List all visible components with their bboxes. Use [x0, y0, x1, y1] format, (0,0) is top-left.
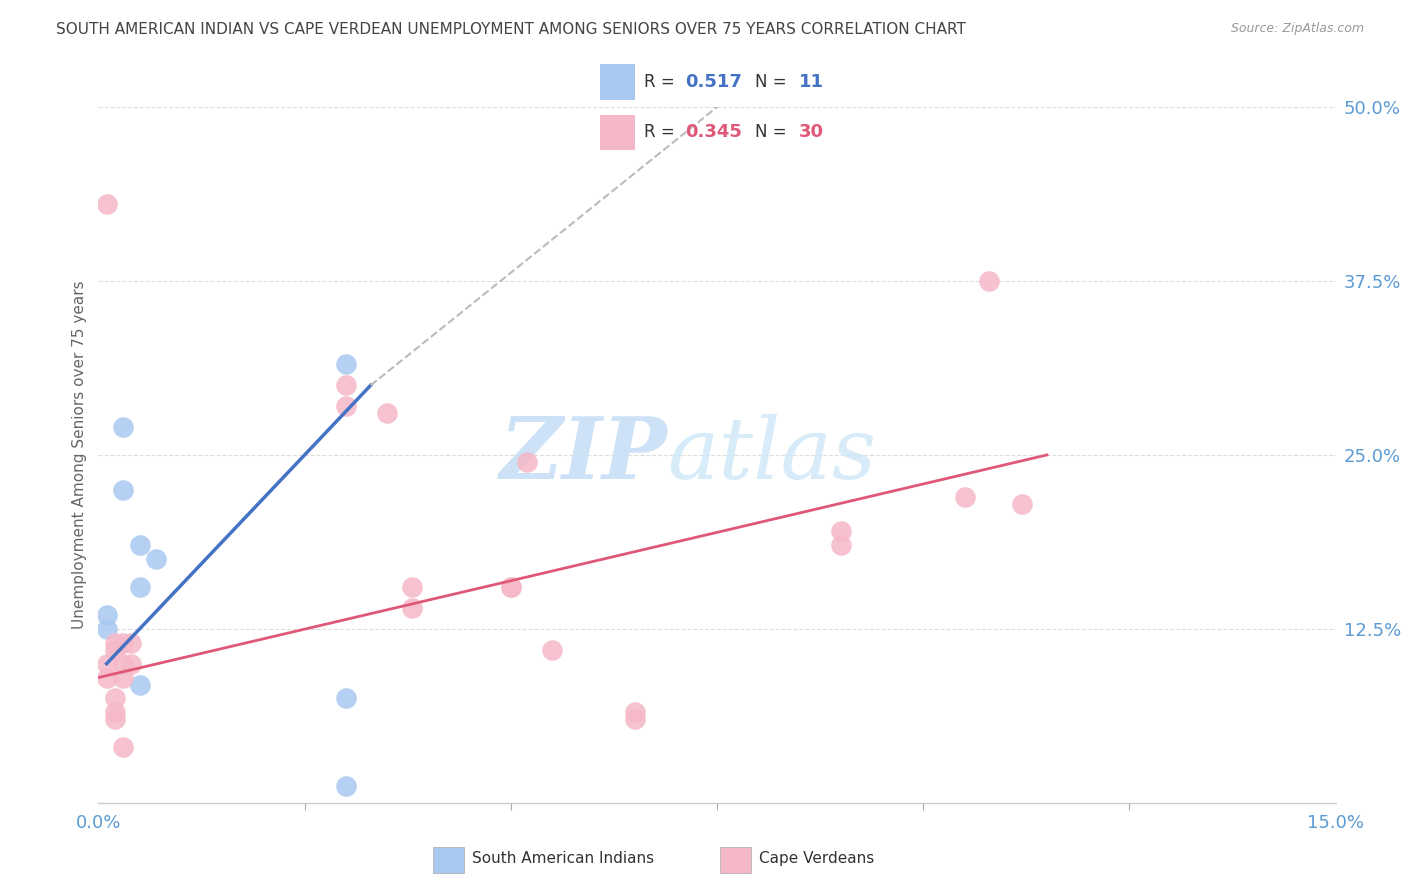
Point [104, 636, 127, 650]
Text: South American Indians: South American Indians [472, 851, 655, 866]
Text: 0.345: 0.345 [686, 123, 742, 141]
Point [335, 399, 357, 413]
Text: Cape Verdeans: Cape Verdeans [759, 851, 875, 866]
FancyBboxPatch shape [600, 114, 636, 150]
Point [96, 657, 118, 671]
Text: 30: 30 [799, 123, 824, 141]
Point [96, 671, 118, 685]
Point [112, 636, 135, 650]
Point [335, 691, 357, 706]
Text: 0.517: 0.517 [686, 73, 742, 91]
Point [120, 657, 142, 671]
Point [112, 671, 135, 685]
Point [128, 580, 150, 594]
Point [104, 691, 127, 706]
Point [112, 420, 135, 434]
Text: Source: ZipAtlas.com: Source: ZipAtlas.com [1230, 22, 1364, 36]
Text: N =: N = [755, 123, 792, 141]
Point [335, 378, 357, 392]
Text: N =: N = [755, 73, 792, 91]
FancyBboxPatch shape [720, 847, 751, 872]
FancyBboxPatch shape [433, 847, 464, 872]
Point [96, 197, 118, 211]
Text: 11: 11 [799, 73, 824, 91]
Point [128, 538, 150, 552]
Point [120, 636, 142, 650]
Point [112, 657, 135, 671]
Point [104, 706, 127, 720]
Text: R =: R = [644, 123, 681, 141]
Point [128, 677, 150, 691]
Point [830, 538, 852, 552]
Point [96, 622, 118, 636]
Point [499, 580, 522, 594]
Point [145, 552, 167, 566]
Point [623, 712, 645, 726]
Point [830, 524, 852, 539]
Point [1011, 497, 1033, 511]
Point [104, 642, 127, 657]
Text: ZIP: ZIP [499, 413, 668, 497]
FancyBboxPatch shape [600, 64, 636, 100]
Y-axis label: Unemployment Among Seniors over 75 years: Unemployment Among Seniors over 75 years [72, 281, 87, 629]
Point [541, 642, 564, 657]
Point [335, 779, 357, 793]
Point [96, 607, 118, 622]
Point [499, 580, 522, 594]
Point [104, 712, 127, 726]
Point [516, 455, 538, 469]
Point [401, 580, 423, 594]
Text: atlas: atlas [668, 414, 877, 496]
Point [953, 490, 976, 504]
Point [401, 601, 423, 615]
Point [375, 406, 398, 420]
Point [335, 358, 357, 372]
Text: SOUTH AMERICAN INDIAN VS CAPE VERDEAN UNEMPLOYMENT AMONG SENIORS OVER 75 YEARS C: SOUTH AMERICAN INDIAN VS CAPE VERDEAN UN… [56, 22, 966, 37]
Text: R =: R = [644, 73, 681, 91]
Point [979, 274, 1001, 288]
Point [112, 740, 135, 755]
Point [112, 483, 135, 497]
Point [623, 706, 645, 720]
